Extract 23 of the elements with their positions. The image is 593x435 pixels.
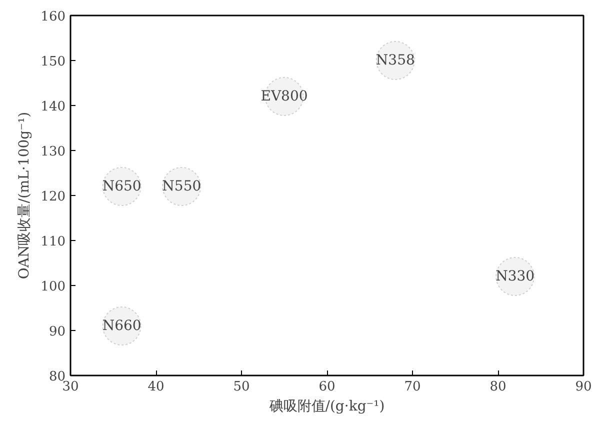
y-tick-label: 100 [40, 280, 66, 294]
x-tick-label: 60 [318, 380, 336, 394]
y-tick-label: 90 [48, 324, 66, 340]
x-axis-title: 碘吸附值/(g·kg⁻¹) [268, 398, 385, 414]
annotation: N330 [496, 268, 535, 284]
y-tick-label: 110 [40, 234, 66, 250]
annotation: N550 [162, 178, 202, 194]
y-tick-label: 130 [40, 144, 66, 160]
x-tick-label: 70 [404, 380, 421, 394]
y-tick-label: 140 [40, 100, 66, 114]
y-tick-label: 120 [40, 190, 66, 204]
x-tick-label: 90 [575, 380, 592, 394]
x-tick-label: 30 [62, 380, 79, 394]
y-tick-label: 160 [40, 10, 66, 24]
annotation: N358 [376, 52, 415, 68]
annotation: N660 [102, 318, 142, 334]
annotation: EV800 [260, 88, 308, 104]
x-tick-label: 40 [148, 380, 164, 394]
annotation: N650 [102, 178, 142, 194]
y-axis-title: OAN吸收量/(mL·100g⁻¹) [16, 112, 33, 280]
y-tick-label: 150 [40, 54, 66, 70]
x-tick-label: 80 [490, 380, 506, 394]
x-tick-label: 50 [233, 380, 250, 394]
